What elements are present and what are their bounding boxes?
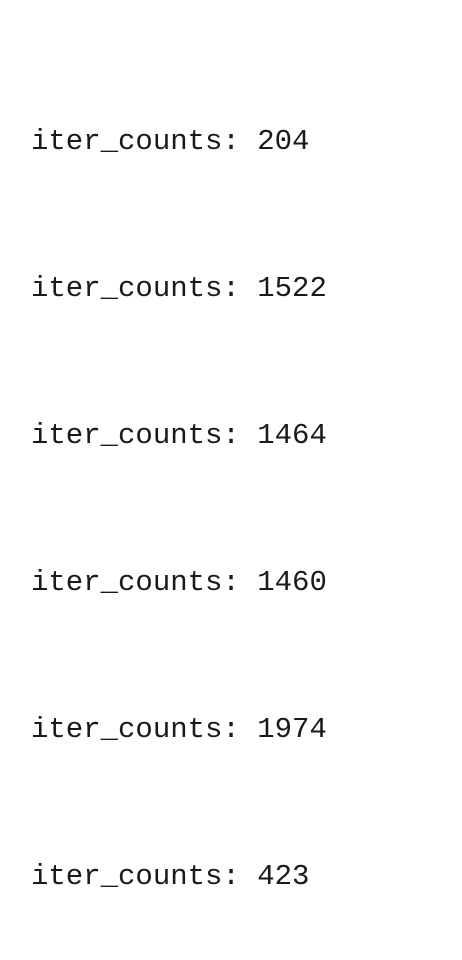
output-line-iter-count: iter_counts: 204 bbox=[31, 125, 310, 158]
console-output: iter_counts: 204 iter_counts: 1522 iter_… bbox=[31, 19, 451, 960]
output-line-iter-count: iter_counts: 1522 bbox=[31, 272, 327, 305]
output-line-iter-count: iter_counts: 1460 bbox=[31, 566, 327, 599]
output-line-iter-count: iter_counts: 1974 bbox=[31, 713, 327, 746]
output-line-iter-count: iter_counts: 1464 bbox=[31, 419, 327, 452]
output-line-iter-count: iter_counts: 423 bbox=[31, 860, 310, 893]
